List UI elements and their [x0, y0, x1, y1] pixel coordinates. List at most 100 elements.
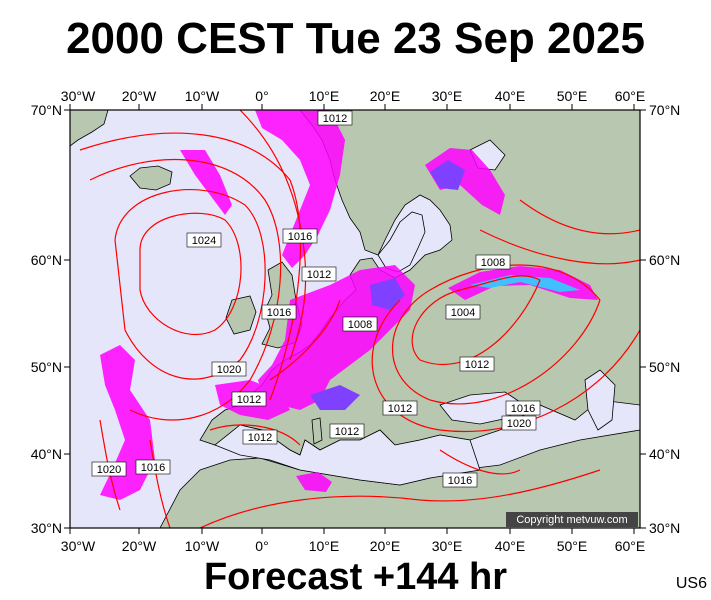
isobar-label: 1020: [211, 361, 247, 377]
lat-label: 40°N: [31, 446, 62, 462]
isobar-black-sea: [439, 449, 521, 475]
lon-label: 20°W: [122, 88, 157, 104]
precip-core-finland: [430, 160, 465, 190]
isobar-1024-high: [139, 212, 242, 336]
isobar-atlantic-1: [89, 159, 282, 421]
isobar-label: 1004: [445, 304, 481, 320]
svg-text:1016: 1016: [288, 231, 312, 243]
svg-text:1008: 1008: [348, 319, 372, 331]
precipitation-cores: [310, 160, 580, 410]
svg-text:1012: 1012: [335, 426, 359, 438]
lon-label: 60°E: [615, 88, 646, 104]
lat-label: 70°N: [649, 102, 680, 118]
isobar-lines: [79, 110, 640, 528]
isobar-label: 1012: [329, 423, 365, 439]
svg-text:1016: 1016: [141, 462, 165, 474]
isobar-label: 1016: [135, 459, 171, 475]
tick-marks: [64, 104, 646, 534]
isobar-label: 1012: [242, 429, 278, 445]
lat-label: 50°N: [649, 359, 680, 375]
lat-label: 60°N: [31, 252, 62, 268]
isobar-label: 1020: [501, 415, 537, 431]
lon-label: 20°E: [370, 538, 401, 554]
lon-label: 30°W: [61, 538, 96, 554]
isobar-east-2: [479, 229, 640, 265]
isobar-label: 1016: [261, 304, 297, 320]
isobar-iberia: [209, 424, 301, 446]
svg-text:1012: 1012: [307, 269, 331, 281]
lon-label: 10°E: [309, 88, 340, 104]
lon-label: 30°E: [432, 88, 463, 104]
svg-text:1004: 1004: [451, 307, 475, 319]
lon-labels-bottom: 30°W 20°W 10°W 0° 10°E 20°E 30°E 40°E 50…: [61, 538, 645, 554]
lat-label: 40°N: [649, 446, 680, 462]
precip-core-russia: [470, 275, 580, 292]
lon-label: 0°: [255, 88, 268, 104]
lon-label: 40°E: [495, 538, 526, 554]
isobar-label: 1012: [301, 266, 337, 282]
land-sardinia: [311, 417, 323, 445]
lon-label: 10°W: [185, 88, 220, 104]
lon-label: 20°E: [370, 88, 401, 104]
lon-label: 60°E: [615, 538, 646, 554]
lon-label: 0°: [255, 538, 268, 554]
lat-label: 30°N: [649, 520, 680, 536]
isobar-sw-2: [149, 439, 171, 528]
lon-label: 50°E: [557, 88, 588, 104]
precip-norway-coast: [255, 110, 345, 268]
isobar-label: 1016: [442, 472, 478, 488]
svg-text:1020: 1020: [217, 364, 241, 376]
precip-north-atlantic: [180, 150, 232, 215]
isobar-africa: [199, 469, 601, 528]
inland-seas: [214, 139, 616, 486]
forecast-label: Forecast +144 hr: [203, 556, 508, 598]
map-title: 2000 CEST Tue 23 Sep 2025: [66, 14, 645, 63]
isobar-labels: 1012 1024 1016 1012 1008 1016 1020 1012 …: [91, 110, 541, 488]
precip-tunisia: [296, 472, 332, 492]
lon-label: 10°W: [185, 538, 220, 554]
lat-label: 70°N: [31, 102, 62, 118]
lon-label: 30°E: [432, 538, 463, 554]
isobar-north: [239, 110, 307, 361]
svg-text:1020: 1020: [97, 464, 121, 476]
precip-core-baltic: [370, 278, 405, 310]
isobar-high-outer: [114, 189, 266, 380]
svg-text:1016: 1016: [511, 403, 535, 415]
isobar-label: 1020: [91, 461, 127, 477]
isobar-east: [519, 199, 640, 235]
isobar-low-2: [391, 264, 601, 405]
svg-text:Copyright metvuw.com: Copyright metvuw.com: [516, 514, 627, 526]
lat-labels-right: 70°N 60°N 50°N 40°N 30°N: [649, 102, 680, 536]
svg-text:1024: 1024: [192, 235, 216, 247]
isobar-central: [269, 299, 341, 381]
isobar-label: 1012: [317, 110, 353, 126]
svg-text:1012: 1012: [465, 359, 489, 371]
svg-text:1012: 1012: [248, 432, 272, 444]
lon-labels-top: 30°W 20°W 10°W 0° 10°E 20°E 30°E 40°E 50…: [61, 88, 645, 104]
isobar-label: 1012: [382, 400, 418, 416]
isobar-label: 1008: [342, 316, 378, 332]
lon-label: 40°E: [495, 88, 526, 104]
lat-label: 30°N: [31, 520, 62, 536]
isobar-label: 1012: [231, 391, 267, 407]
svg-text:1016: 1016: [448, 475, 472, 487]
isobar-low-1: [411, 275, 541, 366]
svg-text:1012: 1012: [388, 403, 412, 415]
mediterranean: [214, 424, 481, 486]
precip-core-alps: [310, 385, 360, 410]
svg-text:1016: 1016: [267, 307, 291, 319]
isobar-atlantic-2: [79, 132, 301, 401]
isobar-label: 1024: [186, 232, 222, 248]
isobar-low-3: [371, 299, 640, 433]
land-iceland: [129, 165, 173, 191]
lon-label: 30°W: [61, 88, 96, 104]
isobar-label: 1012: [459, 356, 495, 372]
lon-label: 50°E: [557, 538, 588, 554]
copyright-box: Copyright metvuw.com: [506, 512, 638, 527]
lon-label: 20°W: [122, 538, 157, 554]
isobar-label: 1016: [505, 400, 541, 416]
svg-text:1012: 1012: [237, 394, 261, 406]
isobar-label: 1016: [282, 228, 318, 244]
isobar-label: 1008: [475, 254, 511, 270]
lon-label: 10°E: [309, 538, 340, 554]
